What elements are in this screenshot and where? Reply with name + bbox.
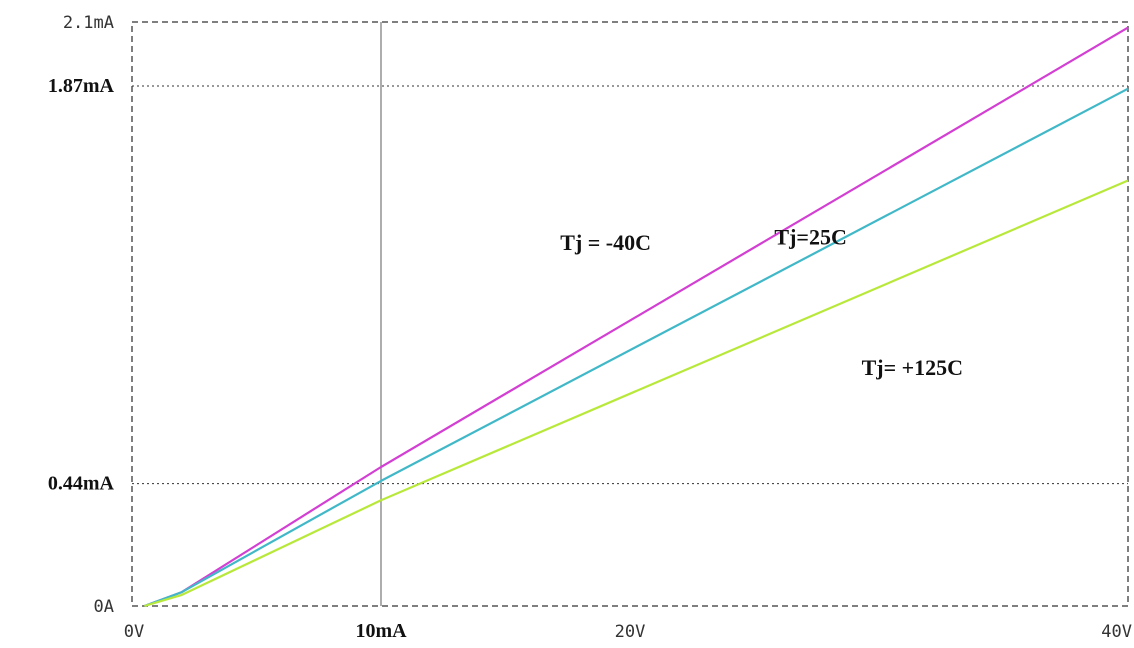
series-annotations: Tj = -40C Tj=25C Tj= +125C <box>560 224 963 380</box>
x-tick-label: 20V <box>615 622 646 642</box>
tick-labels: 0V 10mA 20V 40V 0A 0.44mA 1.87mA 2.1mA <box>48 13 1132 642</box>
series-annotation: Tj= +125C <box>862 355 963 380</box>
series-line-2 <box>144 179 1129 608</box>
series-line-1 <box>144 87 1129 608</box>
x-tick-label: 0V <box>124 622 144 642</box>
plot-frame <box>131 21 1129 607</box>
reference-lines <box>132 22 1128 606</box>
plot-border <box>131 21 1129 607</box>
x-tick-label: 10mA <box>355 620 407 642</box>
series-line-0 <box>144 26 1129 608</box>
series-annotation: Tj = -40C <box>560 230 651 255</box>
y-tick-label: 2.1mA <box>63 13 114 33</box>
series-lines <box>144 26 1129 608</box>
y-tick-label: 1.87mA <box>48 75 115 97</box>
y-tick-label: 0.44mA <box>48 473 115 495</box>
series-annotation: Tj=25C <box>774 224 846 249</box>
y-tick-label: 0A <box>94 597 114 617</box>
x-tick-label: 40V <box>1101 622 1132 642</box>
